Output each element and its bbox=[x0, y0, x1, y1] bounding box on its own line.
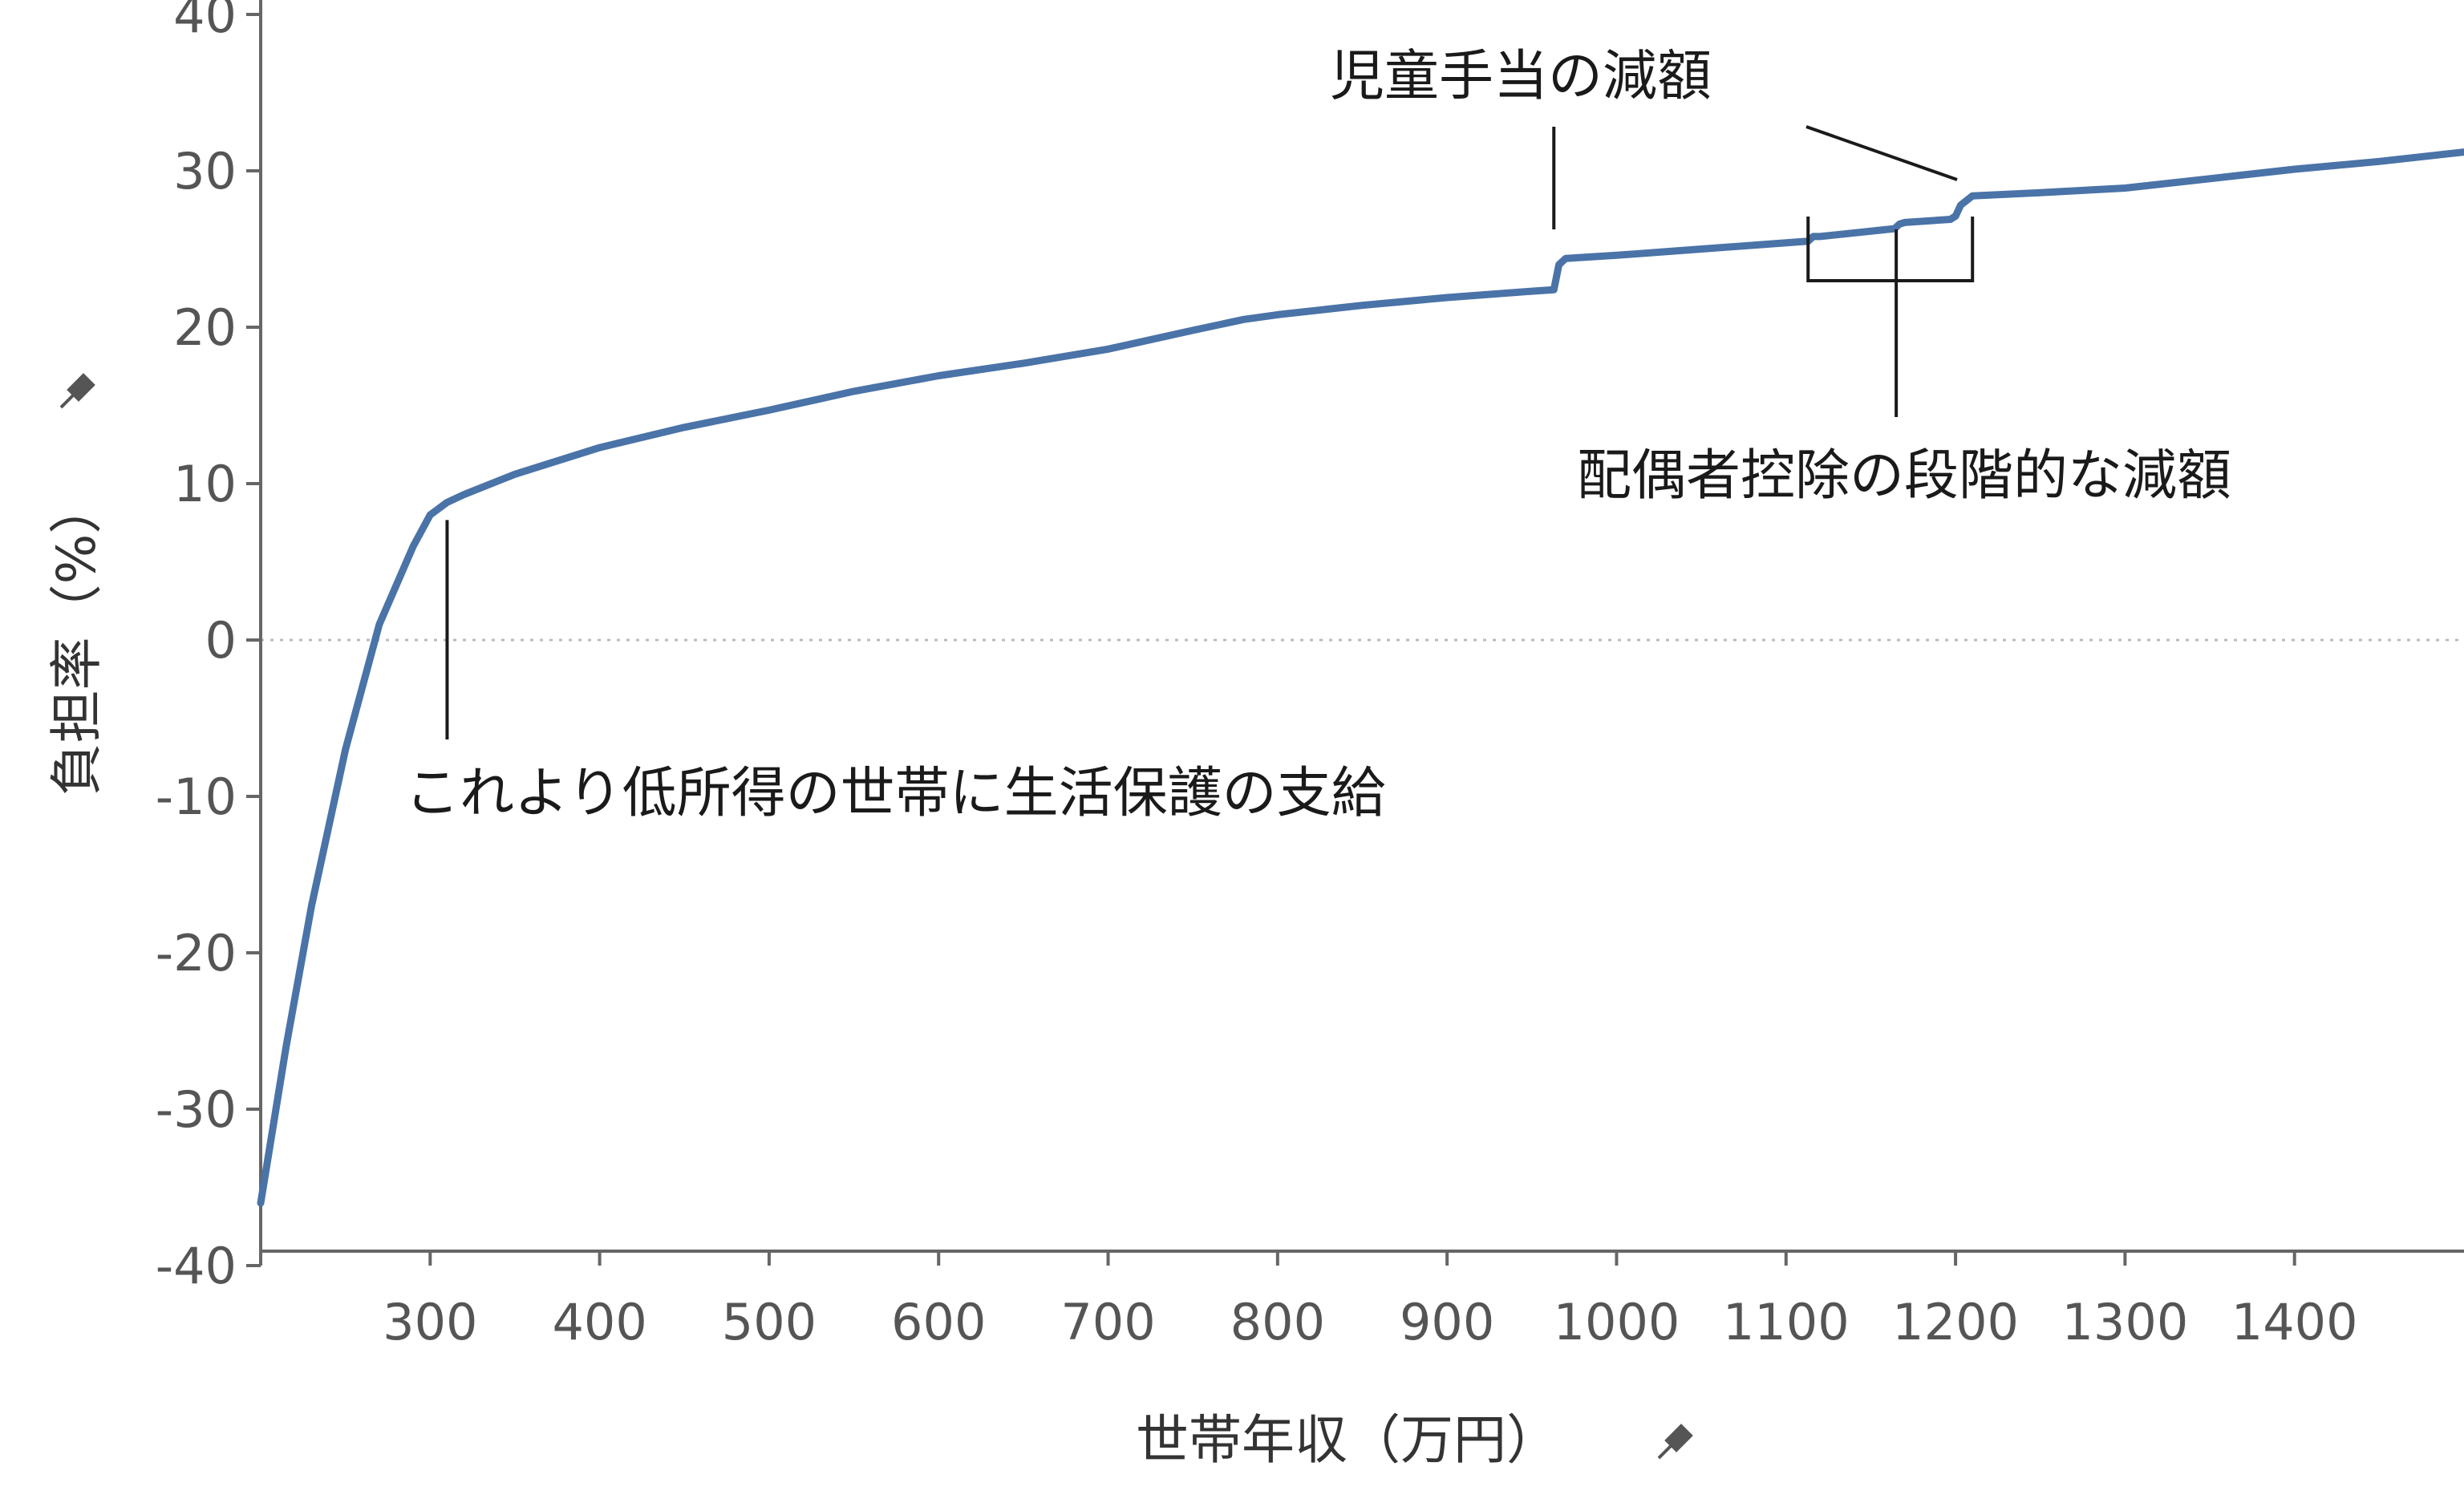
y-axis-pin-icon[interactable] bbox=[59, 373, 95, 409]
y-axis-title: 負担率（%） bbox=[46, 481, 107, 796]
x-tick-label: 700 bbox=[1060, 1293, 1155, 1351]
annotation-label: 児童手当の減額 bbox=[1330, 45, 1712, 108]
x-tick-label: 1000 bbox=[1554, 1293, 1680, 1351]
x-axis-title: 世帯年収（万円） bbox=[1136, 1409, 1559, 1471]
y-tick-label: 20 bbox=[173, 298, 237, 357]
x-tick-label: 800 bbox=[1230, 1293, 1325, 1351]
x-tick-label: 500 bbox=[722, 1293, 817, 1351]
x-tick-label: 1400 bbox=[2231, 1293, 2358, 1351]
y-tick-label: -30 bbox=[156, 1080, 237, 1139]
x-axis-pin-icon[interactable] bbox=[1657, 1424, 1693, 1460]
x-tick-label: 300 bbox=[383, 1293, 477, 1351]
annotation-bracket bbox=[1806, 217, 1975, 417]
series-line bbox=[257, 148, 2464, 1207]
y-tick-label: -40 bbox=[156, 1237, 237, 1295]
y-tick-label: -10 bbox=[156, 768, 237, 826]
x-tick-label: 1300 bbox=[2061, 1293, 2188, 1351]
x-tick-label: 900 bbox=[1400, 1293, 1494, 1351]
y-tick-label: 40 bbox=[173, 0, 237, 44]
annotation-label: 配偶者控除の段階的な減額 bbox=[1577, 444, 2231, 508]
x-tick-label: 600 bbox=[891, 1293, 986, 1351]
x-tick-label: 400 bbox=[552, 1293, 646, 1351]
y-tick-label: 10 bbox=[173, 455, 237, 513]
y-tick-label: -20 bbox=[156, 924, 237, 982]
annotation-leader bbox=[1805, 125, 1958, 181]
x-tick-label: 1100 bbox=[1723, 1293, 1850, 1351]
y-tick-label: 0 bbox=[205, 611, 237, 670]
y-tick-label: 30 bbox=[173, 142, 237, 201]
annotation-label: これより低所得の世帯に生活保護の支給 bbox=[405, 762, 1386, 825]
x-tick-label: 1200 bbox=[1892, 1293, 2019, 1351]
